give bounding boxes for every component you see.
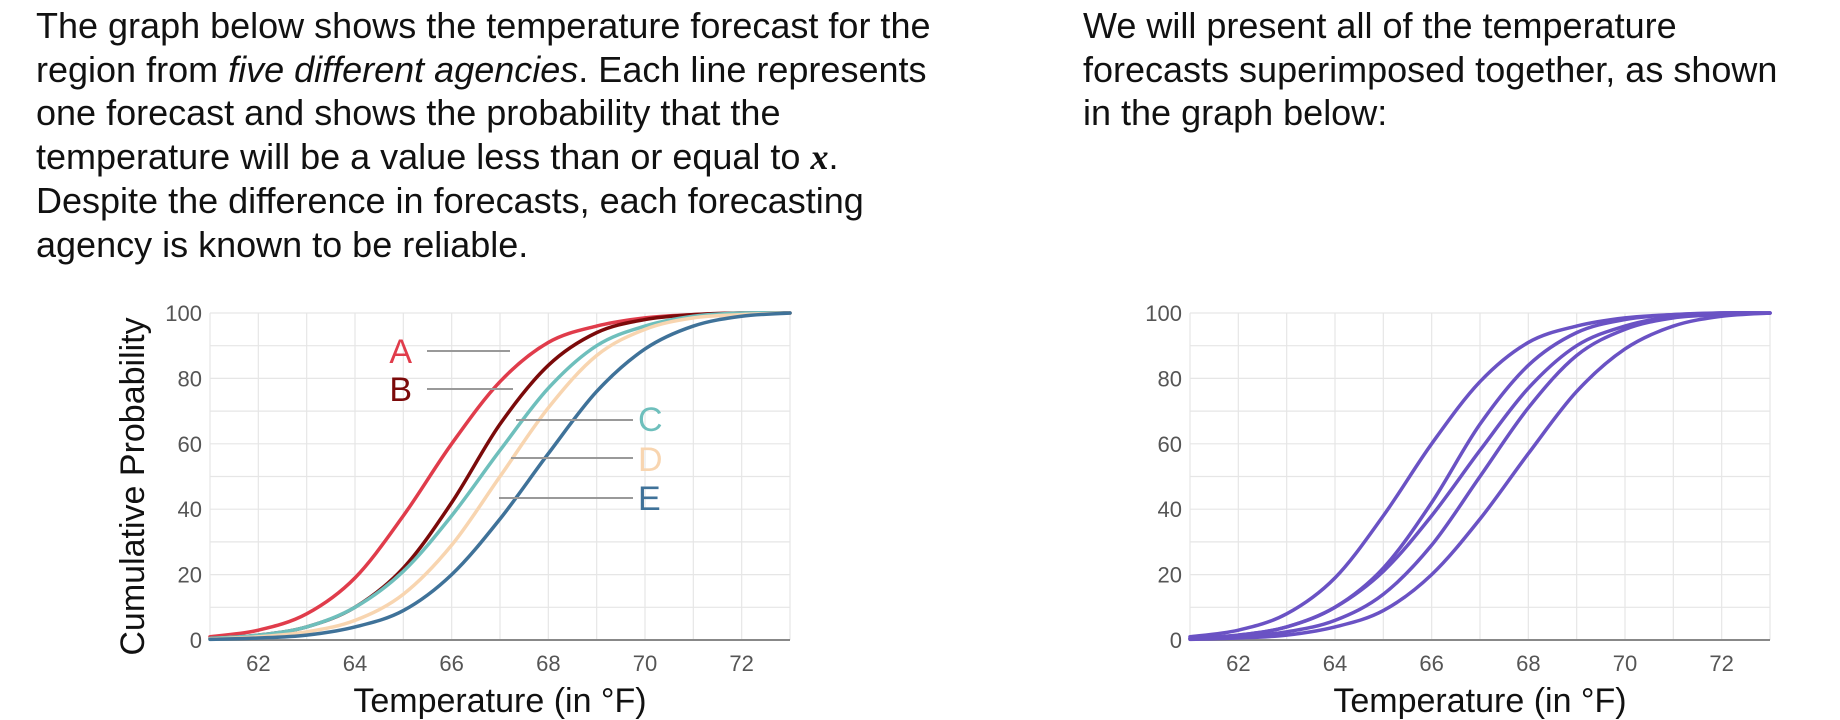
x-tick-label: 72 <box>729 651 753 676</box>
x-tick-label: 68 <box>1516 651 1540 676</box>
y-tick-label: 100 <box>165 301 202 326</box>
y-tick-label: 0 <box>190 628 202 653</box>
x-axis-title: Temperature (in °F) <box>1333 682 1626 720</box>
forecast-chart-labeled: 0 20 40 60 80 100 62 64 66 68 70 72 Temperature (in … <box>114 301 792 720</box>
series-label-e: E <box>638 480 661 518</box>
series-label-c: C <box>638 401 663 439</box>
series-line-5 <box>1188 311 1772 642</box>
y-tick-label: 20 <box>178 563 202 588</box>
x-tick-label: 64 <box>343 651 367 676</box>
grid <box>209 312 791 641</box>
x-tick-label: 64 <box>1323 651 1347 676</box>
x-tick-label: 66 <box>1419 651 1443 676</box>
y-tick-label: 20 <box>1158 563 1182 588</box>
series-line-d <box>208 311 792 641</box>
intro-text-1: The graph below shows the temperature fo… <box>36 5 931 90</box>
superimposed-paragraph: We will present all of the temperature f… <box>1083 5 1778 133</box>
series-label-d: D <box>638 441 663 479</box>
series-line-e <box>208 311 792 642</box>
intro-emphasis: five different agencies <box>228 48 579 90</box>
y-tick-label: 60 <box>1158 432 1182 457</box>
y-tick-label: 100 <box>1145 301 1182 326</box>
x-tick-label: 66 <box>439 651 463 676</box>
series-label-a: A <box>389 333 412 371</box>
variable-x: x <box>810 136 829 177</box>
intro-text-2: . Each line represents one forecast and … <box>36 48 927 177</box>
x-axis-title: Temperature (in °F) <box>353 682 646 720</box>
x-tick-label: 70 <box>1613 651 1637 676</box>
y-tick-label: 0 <box>1170 628 1182 653</box>
series-label-b: B <box>389 371 412 409</box>
forecast-chart-superimposed: 0 20 40 60 80 100 62 64 66 68 70 72 Temperature (in … <box>1145 301 1772 720</box>
intro-text-3: . Despite the difference in forecasts, e… <box>36 135 864 265</box>
y-tick-label: 80 <box>178 366 202 391</box>
intro-paragraph: The graph below shows the temperature fo… <box>36 4 966 266</box>
x-tick-label: 62 <box>246 651 270 676</box>
y-tick-label: 60 <box>178 432 202 457</box>
y-tick-label: 80 <box>1158 366 1182 391</box>
y-tick-label: 40 <box>178 497 202 522</box>
x-tick-label: 62 <box>1226 651 1250 676</box>
y-axis-title: Cumulative Probability <box>114 317 152 655</box>
series-line-4 <box>1188 311 1772 641</box>
x-tick-label: 70 <box>633 651 657 676</box>
x-tick-label: 68 <box>536 651 560 676</box>
x-tick-label: 72 <box>1709 651 1733 676</box>
y-tick-label: 40 <box>1158 497 1182 522</box>
